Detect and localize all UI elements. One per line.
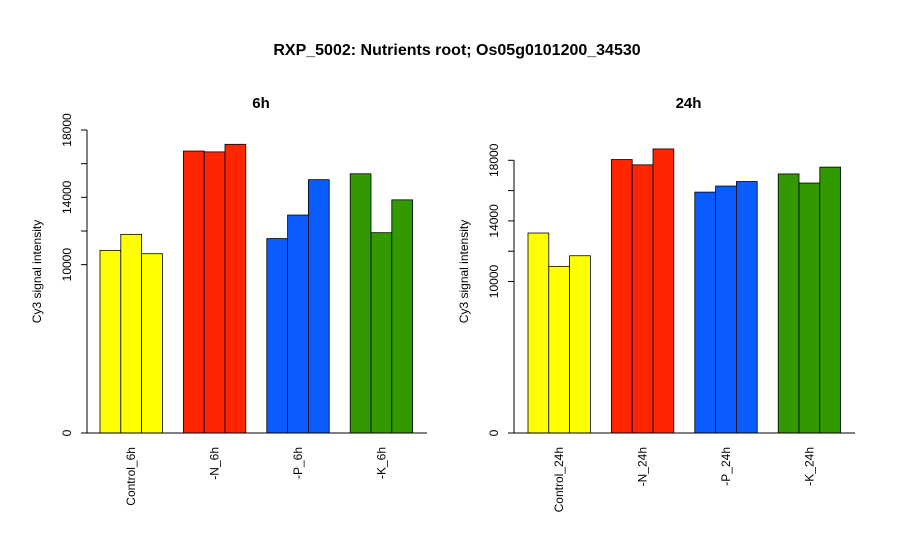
x-tick-label: Control_24h (552, 447, 566, 512)
y-tick-label: 0 (60, 429, 74, 436)
chart-panel-6h: 6h Control_6h -N_6h -P_6h -K_6h 0 10000 14000 18… (30, 95, 427, 506)
bar-Control_24h-rep1 (527, 232, 550, 434)
bar--N_6h-rep1 (182, 150, 205, 434)
x-tick-label: -P_6h (291, 447, 305, 479)
bar--N_6h-rep2 (203, 151, 226, 434)
y-tick-label: 14000 (60, 180, 74, 214)
panel-title: 24h (676, 95, 702, 112)
bar--P_6h-rep1 (266, 238, 288, 434)
x-tick-label: Control_6h (124, 447, 138, 506)
bar-Control_6h-rep2 (120, 233, 143, 434)
bar--P_6h-rep3 (307, 179, 330, 434)
bar--N_24h-rep3 (652, 148, 675, 434)
x-tick-label: -P_24h (719, 447, 733, 486)
bar--P_24h-rep3 (736, 181, 758, 434)
bar--K_24h-rep3 (819, 166, 841, 434)
bar--P_6h-rep2 (287, 214, 309, 434)
y-tick-label: 10000 (487, 264, 501, 298)
y-tick-label: 18000 (487, 143, 501, 177)
bar--K_24h-rep1 (777, 173, 800, 434)
panel-title: 6h (252, 95, 270, 112)
bar--P_24h-rep1 (694, 191, 716, 434)
bar--P_24h-rep2 (715, 185, 737, 434)
y-tick-label: 14000 (487, 204, 501, 238)
bar--K_6h-rep1 (349, 173, 372, 434)
y-axis-label: Cy3 signal intensity (457, 220, 471, 323)
chart-panels: 6h Control_6h -N_6h -P_6h -K_6h 0 10000 14000 18… (30, 95, 855, 512)
x-tick-label: -N_24h (636, 447, 650, 486)
y-tick-label: 0 (487, 429, 501, 436)
x-tick-label: -N_6h (208, 447, 222, 480)
x-tick-label: -K_6h (374, 447, 388, 479)
bar-Control_24h-rep3 (569, 255, 591, 434)
y-tick-label: 18000 (60, 113, 74, 147)
bar-Control_24h-rep2 (548, 265, 570, 434)
chart-panel-24h: 24h Control_24h -N_24h -P_24h -K_24h 0 10000 14… (457, 95, 855, 512)
y-axis-label: Cy3 signal intensity (30, 220, 44, 323)
y-tick-label: 10000 (60, 248, 74, 282)
bar--K_6h-rep3 (391, 199, 413, 434)
bar-Control_6h-rep3 (141, 253, 163, 434)
bar--N_6h-rep3 (224, 143, 247, 434)
chart-title: RXP_5002: Nutrients root; Os05g0101200_3… (273, 42, 640, 59)
x-tick-label: -K_24h (802, 447, 816, 486)
bar--K_24h-rep2 (798, 182, 821, 434)
bar--K_6h-rep2 (370, 232, 393, 434)
bar--N_24h-rep1 (611, 159, 633, 434)
bar--N_24h-rep2 (631, 164, 654, 434)
bar-Control_6h-rep1 (99, 249, 122, 434)
